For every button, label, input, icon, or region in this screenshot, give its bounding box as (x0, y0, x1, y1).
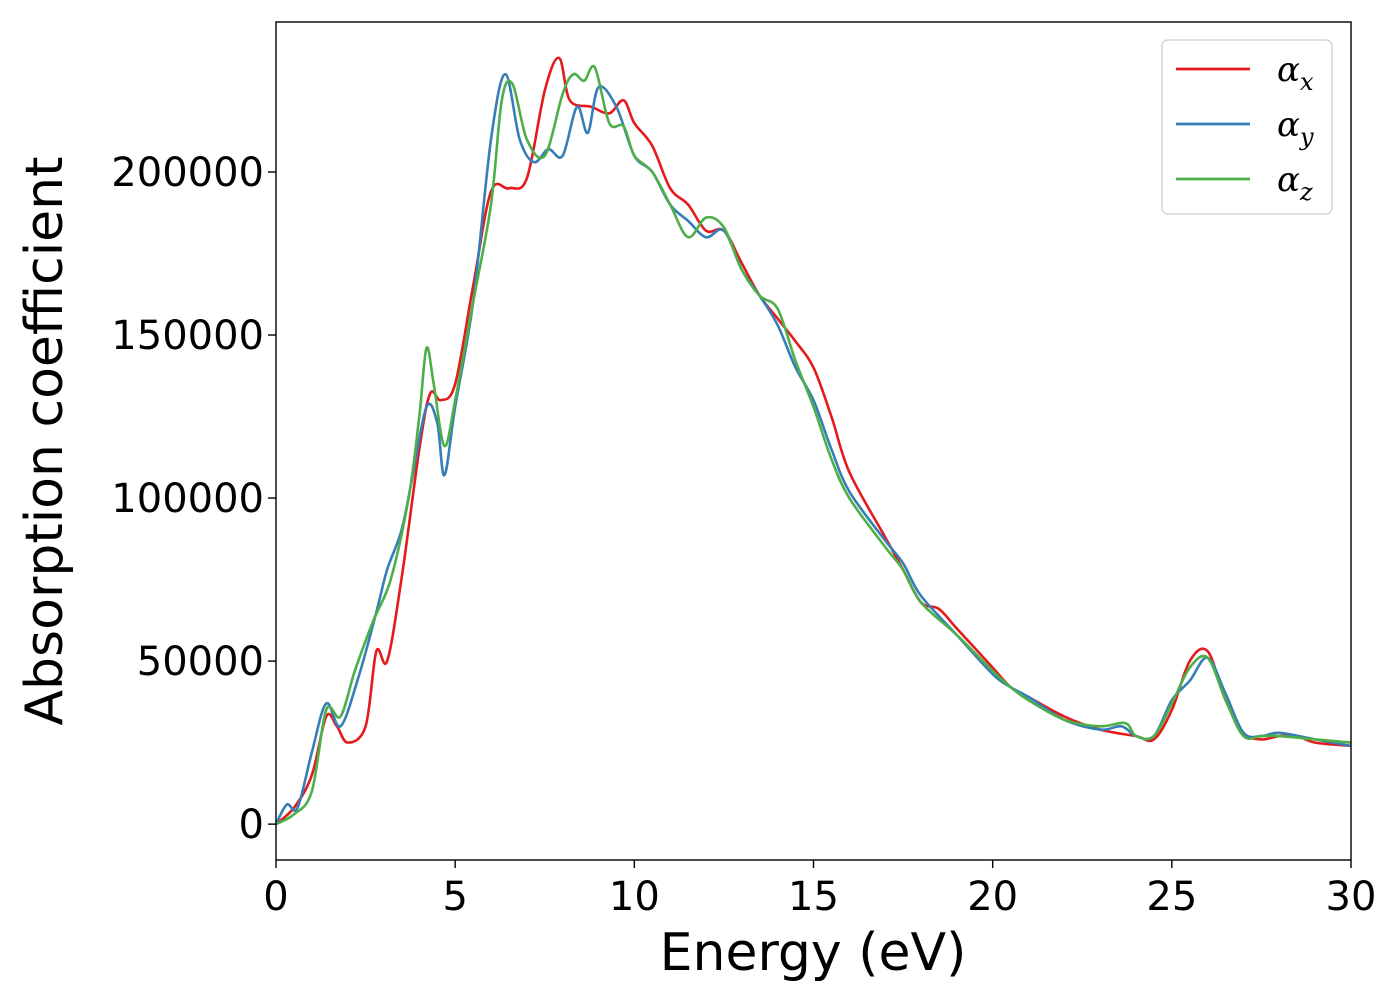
y-tick-label: 200000 (111, 150, 264, 196)
legend-label-subscript: y (1299, 123, 1314, 151)
y-tick-label: 150000 (111, 313, 264, 359)
y-tick-label: 50000 (137, 639, 264, 685)
legend-box (1161, 39, 1333, 215)
x-tick-label: 20 (967, 874, 1018, 920)
y-tick-label: 0 (239, 802, 264, 848)
legend-label-y: αy (1277, 105, 1314, 151)
x-tick-label: 0 (263, 874, 288, 920)
y-axis: 0 50000 100000 150000 200000 (111, 150, 276, 848)
legend-label-subscript: x (1300, 68, 1314, 96)
x-tick-label: 10 (609, 874, 660, 920)
legend-label-z: αz (1277, 160, 1313, 206)
x-tick-label: 15 (788, 874, 839, 920)
legend-label-base: α (1277, 160, 1300, 200)
x-tick-label: 25 (1146, 874, 1197, 920)
x-tick-label: 30 (1326, 874, 1377, 920)
y-tick-label: 100000 (111, 476, 264, 522)
series-layer (276, 56, 1351, 826)
y-axis-title: Absorption coefficient (15, 156, 75, 725)
x-tick-label: 5 (442, 874, 467, 920)
series-line-x (276, 56, 1351, 826)
legend-label-x: αx (1277, 50, 1314, 96)
x-axis: 0 5 10 15 20 25 30 (263, 860, 1376, 920)
legend-label-base: α (1277, 50, 1300, 90)
legend-label-subscript: z (1299, 178, 1313, 206)
x-axis-title: Energy (eV) (660, 923, 967, 983)
series-line-z (276, 64, 1351, 826)
legend-label-base: α (1277, 105, 1300, 145)
